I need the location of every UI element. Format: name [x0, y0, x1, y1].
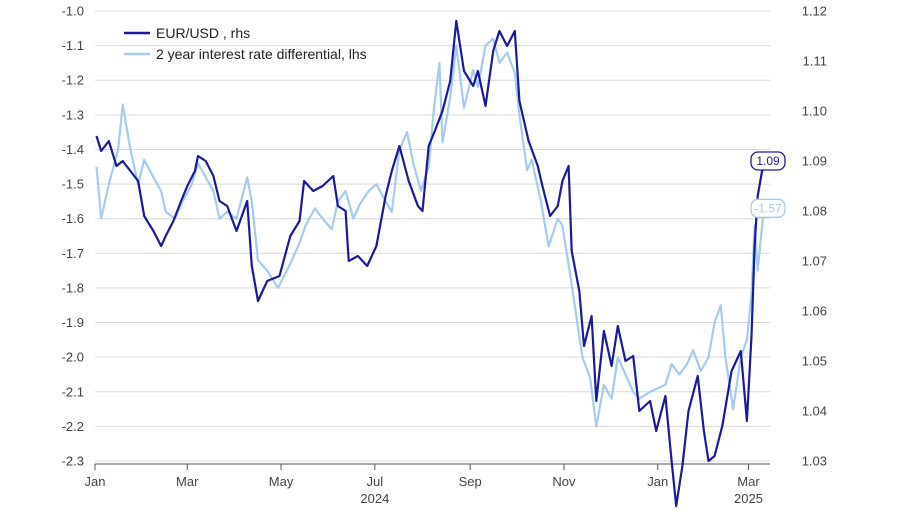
right-axis-tick-labels: 1.12 1.11 1.10 1.09 1.08 1.07 1.06 1.05 1.04 1.03: [802, 4, 827, 469]
left-axis-tick-label: -1.9: [62, 315, 84, 330]
x-axis-month-label: Jul: [367, 474, 384, 489]
legend: EUR/USD , rhs 2 year interest rate diffe…: [124, 25, 367, 62]
series-line-rate-differential: [95, 37, 765, 428]
left-axis-tick-label: -1.3: [62, 107, 84, 122]
right-axis-tick-label: 1.08: [802, 204, 827, 219]
callout-value-rate-differential: -1.57: [754, 202, 782, 216]
callout-box-eurusd: [750, 151, 786, 171]
callout-box-rate-differential: [750, 198, 786, 218]
left-axis-tick-label: -2.3: [62, 454, 84, 469]
x-axis-year-label: 2025: [734, 491, 763, 506]
series-line-eurusd: [95, 19, 765, 508]
grid-lines: [95, 10, 770, 462]
right-axis-tick-label: 1.04: [802, 404, 827, 419]
x-axis-year-label: 2024: [360, 491, 389, 506]
x-axis-month-label: Mar: [176, 474, 199, 489]
left-axis-tick-label: -1.6: [62, 211, 84, 226]
left-axis-tick-label: -1.4: [62, 142, 84, 157]
x-axis: Jan Mar May Jul Sep Nov Jan Mar 2024 2025: [85, 463, 770, 506]
left-axis-tick-label: -1.8: [62, 280, 84, 295]
legend-label-eurusd: EUR/USD , rhs: [156, 25, 250, 41]
left-axis-tick-labels: -1.0 -1.1 -1.2 -1.3 -1.4 -1.5 -1.6 -1.7 -1.8 -1.9…: [62, 4, 84, 469]
end-value-callouts: 1.09 -1.57: [750, 151, 786, 218]
x-axis-month-label: Jan: [647, 474, 668, 489]
x-axis-month-label: May: [269, 474, 294, 489]
left-axis-tick-label: -1.0: [62, 4, 84, 19]
left-axis-tick-label: -1.2: [62, 73, 84, 88]
series-layer: [95, 19, 765, 508]
x-axis-month-label: Nov: [552, 474, 576, 489]
legend-label-rate-differential: 2 year interest rate differential, lhs: [156, 46, 367, 62]
callout-value-eurusd: 1.09: [756, 154, 780, 168]
x-axis-month-label: Mar: [737, 474, 760, 489]
right-axis-tick-label: 1.11: [803, 54, 827, 69]
left-axis-tick-label: -2.1: [62, 384, 84, 399]
right-axis-tick-label: 1.10: [802, 104, 827, 119]
left-axis-tick-label: -2.2: [62, 419, 84, 434]
left-axis-tick-label: -1.7: [62, 246, 84, 261]
right-axis-tick-label: 1.09: [802, 154, 827, 169]
right-axis-tick-label: 1.03: [802, 454, 827, 469]
right-axis-tick-label: 1.05: [802, 354, 827, 369]
x-axis-month-label: Sep: [459, 474, 482, 489]
left-axis-tick-label: -1.5: [62, 177, 84, 192]
right-axis-tick-label: 1.07: [802, 254, 827, 269]
x-axis-month-label: Jan: [85, 474, 106, 489]
right-axis-tick-label: 1.06: [802, 304, 827, 319]
left-axis-tick-label: -1.1: [62, 38, 84, 53]
left-axis-tick-label: -2.0: [62, 350, 84, 365]
right-axis-tick-label: 1.12: [802, 4, 827, 19]
